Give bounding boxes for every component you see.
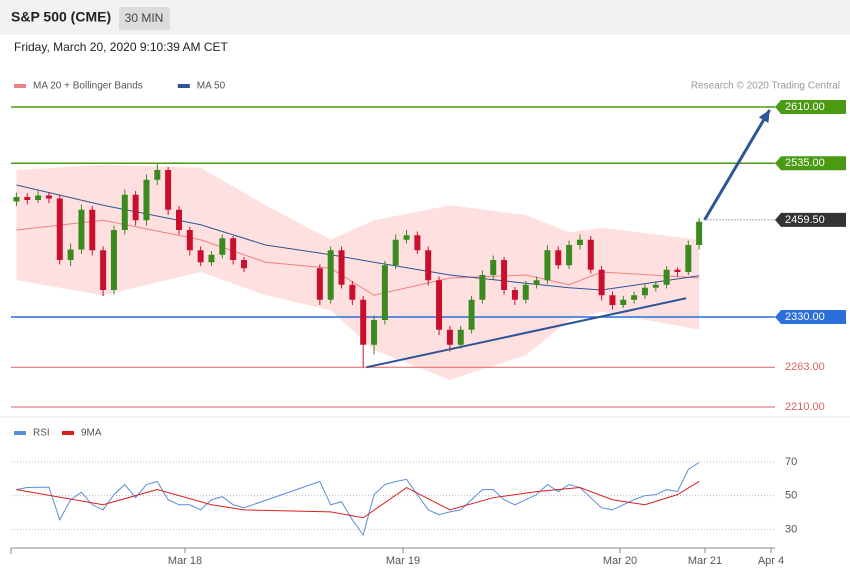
candle-body — [219, 238, 226, 255]
x-tick-label: Mar 20 — [603, 555, 637, 567]
candle-body — [208, 254, 215, 263]
candle-body — [349, 284, 356, 300]
candle-body — [371, 320, 378, 345]
forecast-arrow — [703, 109, 771, 221]
candle-body — [154, 170, 161, 180]
level-label-box — [775, 100, 846, 114]
candle-body — [381, 265, 388, 320]
legend-label: MA 50 — [197, 81, 226, 92]
candle-body — [468, 299, 475, 330]
candle-body — [674, 269, 681, 272]
legend-label: 9MA — [81, 428, 102, 439]
moving-average — [16, 219, 700, 296]
bollinger-band — [16, 164, 700, 380]
moving-average — [16, 184, 700, 291]
candle-body — [67, 249, 74, 260]
candle-body — [685, 245, 692, 272]
candle-body — [620, 299, 627, 305]
timestamp: Friday, March 20, 2020 9:10:39 AM CET — [14, 40, 229, 54]
candle-body — [403, 235, 410, 240]
candle-body — [13, 197, 20, 202]
y-tick-label: 30 — [785, 523, 797, 535]
candle-body — [479, 275, 486, 300]
level-label: 2459.50 — [785, 214, 825, 226]
candle-body — [425, 250, 432, 281]
candle-body — [121, 194, 128, 230]
legend-swatch — [14, 84, 26, 88]
legend-swatch — [14, 431, 26, 435]
candle-body — [576, 239, 583, 245]
candle-body — [544, 250, 551, 281]
x-tick-label: Mar 19 — [386, 555, 420, 567]
level-label-box — [775, 310, 846, 324]
x-tick-label: Mar 18 — [168, 555, 202, 567]
legend-swatch — [62, 431, 74, 435]
candle-body — [522, 284, 529, 300]
series-line — [16, 461, 700, 537]
level-label: 2330.00 — [785, 311, 825, 323]
candle-body — [631, 295, 638, 300]
candle-body — [446, 329, 453, 345]
candle-body — [338, 250, 345, 285]
level-label-box — [775, 212, 846, 227]
candle-body — [45, 195, 52, 199]
candle-body — [56, 198, 63, 260]
legend-label: RSI — [33, 428, 50, 439]
trendline — [366, 297, 687, 369]
y-tick-label: 70 — [785, 456, 797, 468]
candle-body — [457, 329, 464, 345]
level-label: 2263.00 — [785, 361, 825, 373]
timeframe-box[interactable] — [119, 7, 170, 30]
y-tick-label: 50 — [785, 490, 797, 502]
candle-body — [24, 197, 31, 200]
candle-body — [186, 230, 193, 251]
candle-body — [35, 195, 42, 200]
candle-body — [392, 239, 399, 266]
candle-body — [240, 260, 247, 269]
candle-body — [436, 280, 443, 330]
candle-body — [598, 269, 605, 296]
candle-body — [555, 250, 562, 266]
candle-body — [110, 230, 117, 290]
candle-body — [696, 221, 703, 245]
candle-body — [587, 239, 594, 270]
level-label: 2610.00 — [785, 101, 825, 113]
candle-body — [100, 250, 107, 290]
candle-body — [533, 280, 540, 285]
legend-swatch — [177, 84, 190, 88]
candle-body — [230, 238, 237, 260]
legend-label: MA 20 + Bollinger Bands — [33, 81, 143, 92]
candle-body — [175, 209, 182, 230]
candle-body — [663, 269, 670, 285]
candle-body — [327, 250, 334, 300]
candle-body — [501, 260, 508, 290]
candle-body — [143, 179, 150, 221]
candle-body — [316, 268, 323, 300]
timeframe[interactable]: 30 MIN — [125, 11, 164, 25]
candle-body — [609, 295, 616, 305]
candle-body — [652, 284, 659, 288]
candle-body — [511, 290, 518, 300]
level-label-box — [775, 156, 846, 171]
candle-body — [78, 209, 85, 250]
symbol: S&P 500 (CME) — [11, 9, 111, 25]
candle-body — [490, 260, 497, 275]
candle-body — [414, 235, 421, 251]
candle-body — [165, 170, 172, 210]
candle-body — [566, 245, 573, 266]
x-tick-label: Mar 21 — [688, 555, 722, 567]
candle-body — [197, 250, 204, 263]
credit: Research © 2020 Trading Central — [691, 81, 840, 92]
candle-body — [641, 287, 648, 296]
level-label: 2210.00 — [785, 401, 825, 413]
x-tick-label: Apr 4 — [758, 555, 784, 567]
arrow-head — [758, 110, 770, 123]
level-label: 2535.00 — [785, 157, 825, 169]
candle-body — [360, 299, 367, 345]
series-line — [16, 481, 700, 519]
candle-body — [132, 194, 139, 221]
candle-body — [89, 209, 96, 251]
